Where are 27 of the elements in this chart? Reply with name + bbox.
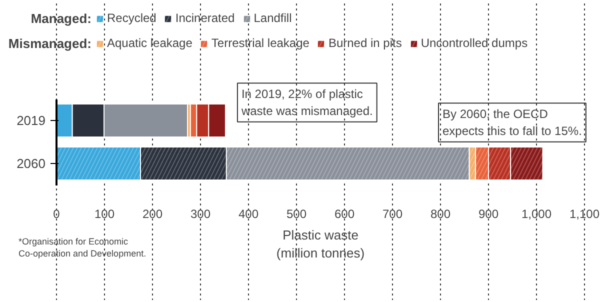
text: Mismanaged:	[8, 36, 92, 51]
x-tick-label: 200	[142, 207, 163, 222]
x-tick-label: 400	[238, 207, 259, 222]
x-tick-label: 600	[334, 207, 355, 222]
annotation: By 2060, the OECD expects this to fall to 15%.	[442, 107, 582, 138]
annotation: In 2019, 22% of plastic waste was mismanaged.	[240, 87, 373, 118]
text: Managed:	[30, 11, 92, 26]
legend-label: Aquatic leakage	[107, 35, 192, 51]
x-tick-label: 500	[286, 207, 307, 222]
x-tick-label: 0	[53, 207, 60, 222]
legend-label: Burned in pits	[328, 35, 402, 51]
x-tick-label: 100	[94, 207, 115, 222]
legend-label: Landfill	[254, 10, 292, 26]
y-tick-label: 2019	[16, 113, 46, 128]
x-tick-label: 1,100	[569, 207, 600, 222]
text: *Organisation for Economic Co-operation and Development.	[18, 236, 146, 258]
x-tick-label: 900	[478, 207, 499, 222]
x-axis-title: Plastic waste (million tonnes)	[276, 228, 365, 260]
x-tick-label: 800	[430, 207, 451, 222]
x-tick-label: 300	[190, 207, 211, 222]
legend-label: Recycled	[107, 10, 156, 26]
legend-label: Incinerated	[175, 10, 235, 26]
y-tick-label: 2060	[16, 156, 46, 171]
legend-label: Terrestrial leakage	[211, 35, 310, 51]
x-tick-label: 700	[382, 207, 403, 222]
legend-label: Uncontrolled dumps	[420, 35, 528, 51]
x-tick-label: 1,000	[521, 207, 552, 222]
